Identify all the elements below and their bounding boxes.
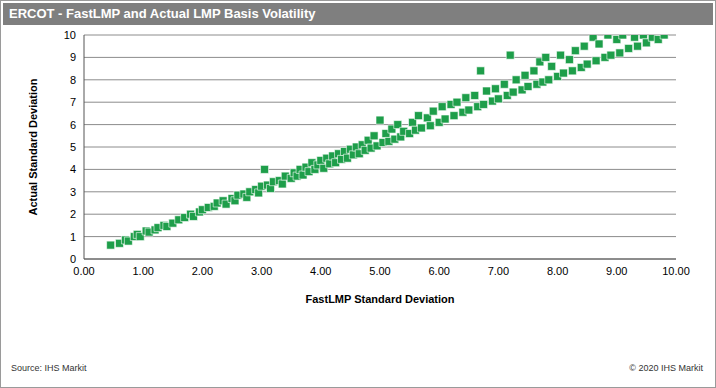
svg-text:1: 1 xyxy=(70,231,76,243)
svg-text:9: 9 xyxy=(70,51,76,63)
svg-text:10.00: 10.00 xyxy=(662,265,690,277)
svg-text:6: 6 xyxy=(70,119,76,131)
svg-text:2: 2 xyxy=(70,208,76,220)
svg-text:7: 7 xyxy=(70,96,76,108)
svg-text:10: 10 xyxy=(64,29,76,41)
svg-text:2.00: 2.00 xyxy=(192,265,213,277)
svg-text:9.00: 9.00 xyxy=(606,265,627,277)
svg-text:5.00: 5.00 xyxy=(369,265,390,277)
html-text:Source: IHS Markit: Source: IHS Markit xyxy=(11,363,87,373)
svg-text:8.00: 8.00 xyxy=(547,265,568,277)
svg-text:7.00: 7.00 xyxy=(488,265,509,277)
svg-text:5: 5 xyxy=(70,141,76,153)
svg-text:Actual Standard Deviation: Actual Standard Deviation xyxy=(27,78,39,215)
svg-text:8: 8 xyxy=(70,74,76,86)
svg-text:3.00: 3.00 xyxy=(251,265,272,277)
svg-text:4: 4 xyxy=(70,163,76,175)
svg-text:1.00: 1.00 xyxy=(132,265,153,277)
svg-text:4.00: 4.00 xyxy=(310,265,331,277)
html-text:ERCOT - FastLMP and Actual LMP: ERCOT - FastLMP and Actual LMP Basis Vol… xyxy=(9,6,316,21)
svg-text:0.00: 0.00 xyxy=(73,265,94,277)
svg-text:0: 0 xyxy=(70,253,76,265)
html-text:© 2020 IHS Markit: © 2020 IHS Markit xyxy=(629,363,703,373)
svg-text:FastLMP Standard Deviation: FastLMP Standard Deviation xyxy=(306,293,455,305)
svg-text:6.00: 6.00 xyxy=(428,265,449,277)
svg-text:3: 3 xyxy=(70,186,76,198)
